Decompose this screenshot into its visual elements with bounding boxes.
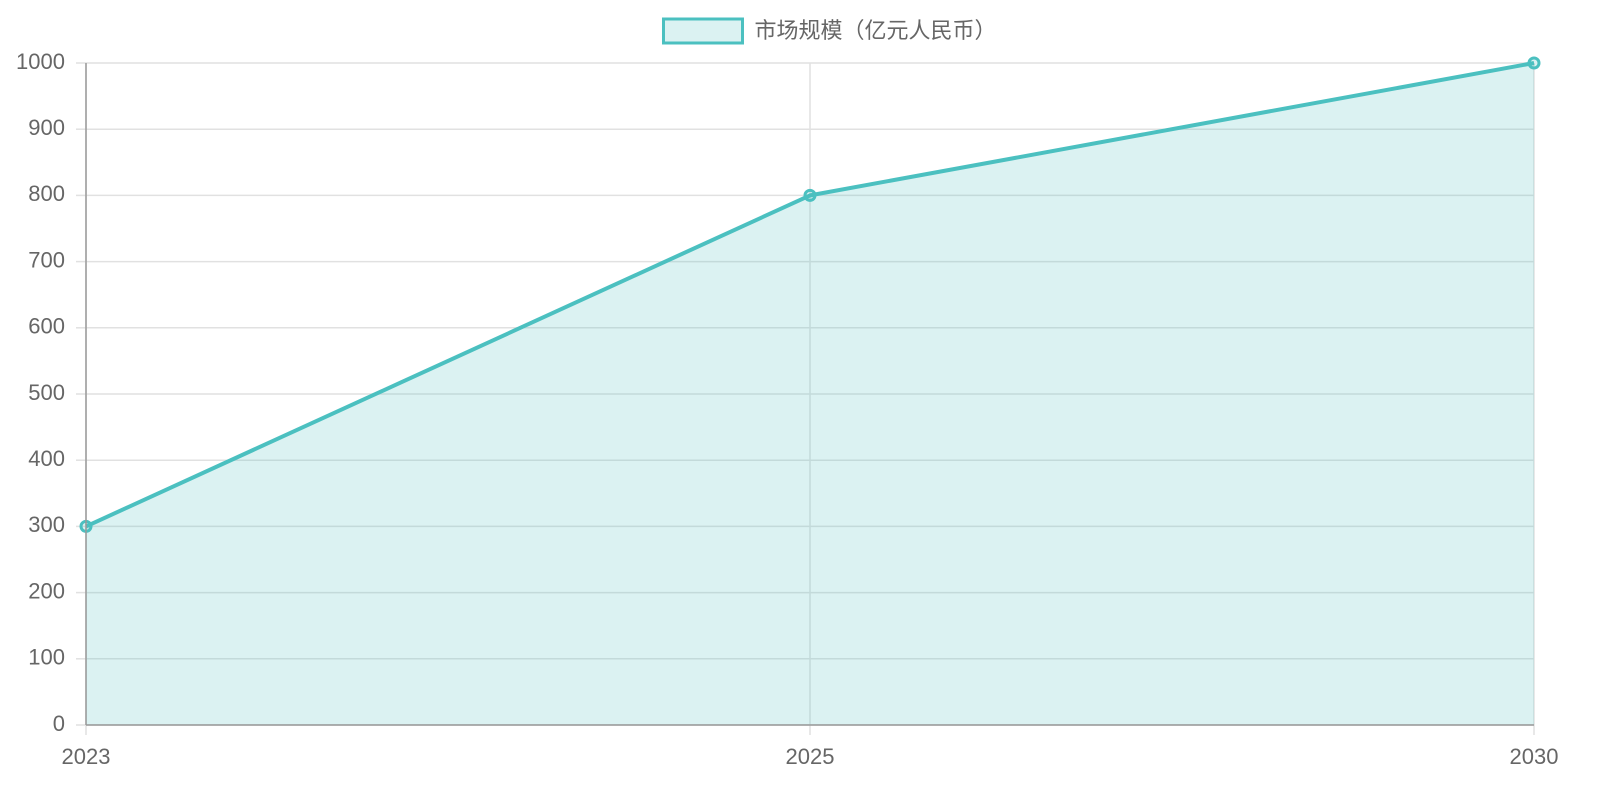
point — [1527, 56, 1541, 70]
x-tick-label: 2025 — [786, 744, 835, 769]
y-tick-label: 100 — [28, 645, 65, 670]
point — [803, 188, 817, 202]
y-tick-label: 700 — [28, 247, 65, 272]
y-tick-label: 0 — [53, 711, 65, 736]
line — [85, 61, 1535, 529]
area — [86, 63, 1534, 725]
y-tick-label: 1000 — [16, 49, 65, 74]
y-tick-label: 600 — [28, 314, 65, 339]
y-tick-label: 800 — [28, 181, 65, 206]
y-tick-label: 900 — [28, 115, 65, 140]
x-tick-label: 2030 — [1510, 744, 1559, 769]
x-tick-label: 2023 — [62, 744, 111, 769]
y-tick-label: 400 — [28, 446, 65, 471]
legend-swatch — [661, 17, 744, 45]
y-tick-label: 300 — [28, 512, 65, 537]
legend-label: 市场规模（亿元人民币） — [754, 18, 996, 43]
y-tick-label: 500 — [28, 380, 65, 405]
y-tick-label: 200 — [28, 578, 65, 603]
